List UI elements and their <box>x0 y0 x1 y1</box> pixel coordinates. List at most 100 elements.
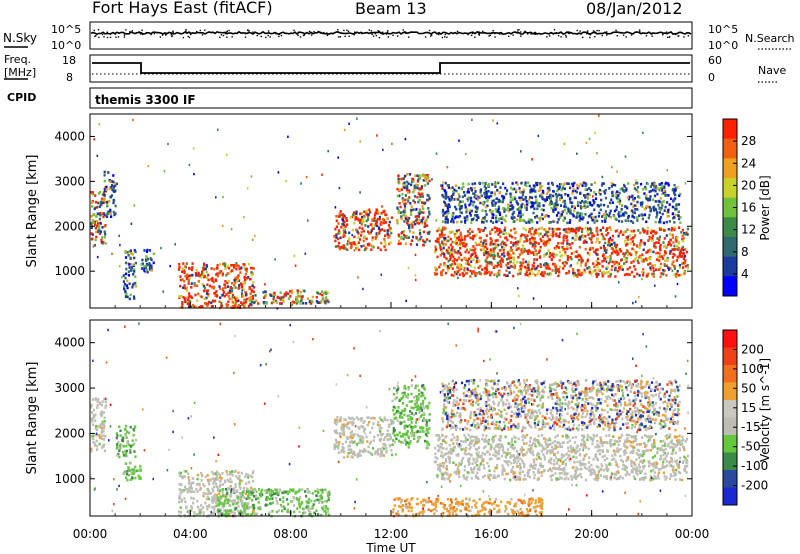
radar-echo-cell <box>203 263 206 267</box>
radar-echo-cell <box>548 221 551 224</box>
radar-echo-cell <box>666 201 669 204</box>
radar-echo-cell <box>345 217 347 220</box>
radar-echo-cell <box>404 214 407 218</box>
radar-echo-cell <box>403 184 406 188</box>
radar-echo-cell <box>543 198 546 201</box>
radar-echo-cell <box>526 273 530 277</box>
radar-echo-cell <box>360 223 363 226</box>
noise-search-point <box>592 30 595 32</box>
radar-echo-cell <box>214 472 217 475</box>
radar-echo-cell <box>359 220 362 224</box>
radar-echo-cell <box>207 480 210 484</box>
radar-echo-cell <box>660 202 663 205</box>
colorbar-segment <box>723 178 737 199</box>
radar-echo-cell <box>562 183 566 187</box>
radar-echo-cell <box>674 244 677 248</box>
radar-echo-cell <box>334 431 337 434</box>
radar-echo-cell <box>682 257 685 260</box>
radar-echo-cell <box>125 454 128 458</box>
radar-echo-cell <box>427 431 430 435</box>
radar-echo-cell <box>615 261 618 264</box>
radar-echo-cell <box>126 430 129 434</box>
radar-echo-cell <box>90 191 93 194</box>
radar-echo-cell <box>127 254 130 257</box>
radar-echo-cell <box>599 193 602 196</box>
radar-echo-cell <box>497 219 500 223</box>
radar-echo-cell <box>103 397 106 401</box>
radar-echo-cell <box>491 210 494 213</box>
radar-echo-cell <box>663 259 667 262</box>
radar-echo-cell <box>99 202 102 206</box>
radar-echo-cell <box>517 256 520 259</box>
radar-echo-cell <box>515 200 518 203</box>
radar-echo-cell <box>349 417 352 420</box>
radar-echo-cell <box>377 246 380 250</box>
radar-echo-cell <box>534 249 537 253</box>
radar-echo-cell <box>549 197 553 201</box>
radar-echo-cell <box>634 208 637 211</box>
radar-echo-cell <box>523 234 526 237</box>
radar-echo-cell <box>436 229 439 233</box>
radar-echo-cell <box>488 208 492 212</box>
radar-echo-cell <box>98 229 101 232</box>
radar-echo-cell <box>406 396 409 399</box>
radar-echo-cell <box>657 204 660 207</box>
radar-echo-cell <box>537 270 540 273</box>
radar-echo-cell <box>450 273 453 277</box>
station-title: Fort Hays East (fitACF) <box>92 0 273 17</box>
radar-echo-cell <box>411 223 414 227</box>
radar-echo-cell <box>528 268 531 272</box>
freq-tick-high: 18 <box>62 54 76 67</box>
radar-echo-cell <box>684 264 687 268</box>
radar-echo-cell <box>389 229 392 233</box>
radar-echo-cell <box>250 491 253 494</box>
radar-echo-cell <box>103 443 106 447</box>
radar-echo-cell <box>685 231 688 235</box>
radar-echo-cell <box>363 235 366 239</box>
radar-echo-cell <box>669 249 672 253</box>
radar-echo-cell <box>187 296 190 299</box>
radar-echo-cell <box>497 243 500 247</box>
radar-echo-cell <box>220 270 223 273</box>
radar-echo-cell <box>571 192 574 195</box>
radar-echo-cell <box>668 242 671 245</box>
radar-echo-cell <box>210 267 213 270</box>
radar-echo-cell <box>546 263 549 266</box>
radar-echo-cell <box>674 205 677 208</box>
radar-echo-cell <box>222 195 224 199</box>
date-title: 08/Jan/2012 <box>586 0 683 18</box>
radar-echo-cell <box>341 429 344 432</box>
radar-echo-cell <box>233 263 236 267</box>
radar-echo-cell <box>555 196 558 199</box>
radar-echo-cell <box>252 286 256 289</box>
radar-echo-cell <box>212 480 215 484</box>
radar-echo-cell <box>178 474 181 477</box>
radar-echo-cell <box>368 208 371 212</box>
radar-echo-cell <box>341 223 344 226</box>
radar-echo-cell <box>226 489 229 493</box>
radar-echo-cell <box>492 213 495 217</box>
noise-search-point <box>444 36 446 38</box>
radar-echo-cell <box>180 500 183 503</box>
radar-echo-cell <box>475 218 478 222</box>
radar-echo-cell <box>211 477 214 480</box>
radar-echo-cell <box>349 421 352 424</box>
radar-echo-cell <box>555 232 558 236</box>
radar-echo-cell <box>581 217 584 221</box>
radar-echo-cell <box>319 292 322 296</box>
radar-echo-cell <box>341 442 344 446</box>
radar-echo-cell <box>506 261 509 265</box>
radar-echo-cell <box>260 494 263 498</box>
radar-echo-cell <box>554 193 558 196</box>
radar-echo-cell <box>190 286 193 289</box>
noise-search-point <box>381 31 384 33</box>
radar-echo-cell <box>622 233 625 236</box>
radar-echo-cell <box>623 185 626 188</box>
radar-echo-cell <box>571 267 575 271</box>
radar-echo-cell <box>379 447 382 451</box>
radar-echo-cell <box>309 499 312 503</box>
radar-echo-cell <box>541 271 544 274</box>
radar-echo-cell <box>242 294 245 298</box>
radar-echo-cell <box>90 449 93 453</box>
radar-echo-cell <box>441 228 444 232</box>
